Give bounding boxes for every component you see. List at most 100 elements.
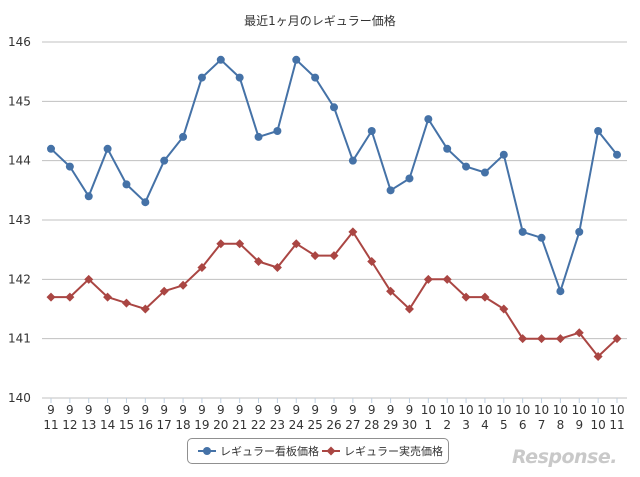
x-tick-day: 2 <box>443 418 451 432</box>
x-tick-day: 6 <box>519 418 527 432</box>
y-tick-label-140: 140 <box>8 391 31 405</box>
data-point <box>46 292 56 302</box>
y-tick-label-145: 145 <box>8 94 31 108</box>
x-tick-day: 24 <box>289 418 304 432</box>
data-point <box>216 239 226 249</box>
data-point <box>254 257 264 267</box>
data-point <box>499 150 508 159</box>
x-tick-day: 21 <box>232 418 247 432</box>
x-tick-month: 9 <box>406 403 414 417</box>
data-point <box>367 127 376 135</box>
data-point <box>292 55 301 64</box>
x-tick-month: 9 <box>66 403 74 417</box>
x-tick-day: 25 <box>307 418 322 432</box>
data-point <box>593 351 603 361</box>
y-tick-label-144: 144 <box>8 154 31 168</box>
data-point <box>84 274 94 284</box>
data-point <box>518 227 527 236</box>
data-point <box>499 304 509 314</box>
y-tick-label-146: 146 <box>8 35 31 49</box>
x-tick-month: 9 <box>160 403 168 417</box>
data-point <box>330 103 338 112</box>
data-point <box>555 334 565 344</box>
data-point <box>65 162 74 171</box>
x-tick-day: 7 <box>538 418 546 432</box>
data-point <box>254 132 263 141</box>
x-tick-day: 22 <box>251 418 266 432</box>
x-tick-day: 18 <box>175 418 190 432</box>
x-tick-month: 10 <box>477 403 492 417</box>
data-point <box>197 73 206 82</box>
x-tick-day: 10 <box>590 418 605 432</box>
data-point <box>121 298 131 308</box>
x-tick-day: 3 <box>462 418 470 432</box>
x-tick-day: 15 <box>119 418 134 432</box>
data-point <box>594 127 603 135</box>
x-tick-month: 9 <box>236 403 244 417</box>
x-tick-day: 20 <box>213 418 228 432</box>
data-point <box>462 162 471 171</box>
data-point <box>442 274 452 284</box>
data-point <box>216 55 225 64</box>
legend: レギュラー看板価格 レギュラー実売価格 <box>187 438 449 464</box>
x-axis-ticks: 9119129139149159169179189199209219229239… <box>43 398 625 432</box>
data-point <box>480 168 489 177</box>
data-point <box>140 304 150 314</box>
data-point <box>612 334 622 344</box>
data-point <box>197 262 207 272</box>
x-tick-day: 9 <box>575 418 583 432</box>
data-point <box>235 73 244 82</box>
data-point <box>65 292 75 302</box>
data-point <box>291 239 301 249</box>
data-point <box>386 186 395 195</box>
data-point <box>518 334 528 344</box>
x-tick-day: 19 <box>194 418 209 432</box>
data-point <box>235 239 245 249</box>
x-tick-month: 10 <box>515 403 530 417</box>
grid-lines <box>42 41 627 399</box>
data-point <box>47 144 55 153</box>
x-tick-day: 28 <box>364 418 379 432</box>
x-tick-month: 10 <box>590 403 605 417</box>
x-tick-month: 9 <box>311 403 319 417</box>
circle-marker-icon <box>198 446 216 456</box>
legend-item-actual-price[interactable]: レギュラー実売価格 <box>322 439 443 463</box>
x-tick-month: 10 <box>572 403 587 417</box>
x-tick-month: 9 <box>217 403 225 417</box>
series-line-1 <box>51 230 618 358</box>
data-point <box>348 156 357 165</box>
x-tick-month: 9 <box>198 403 206 417</box>
legend-item-signboard-price[interactable]: レギュラー看板価格 <box>198 439 319 463</box>
x-tick-month: 10 <box>421 403 436 417</box>
x-tick-month: 9 <box>142 403 150 417</box>
data-point <box>424 115 433 124</box>
x-tick-day: 23 <box>270 418 285 432</box>
data-point <box>367 257 377 267</box>
x-tick-month: 9 <box>123 403 131 417</box>
x-tick-day: 11 <box>43 418 58 432</box>
x-tick-month: 10 <box>534 403 549 417</box>
x-tick-day: 30 <box>402 418 417 432</box>
x-tick-day: 16 <box>138 418 153 432</box>
legend-label-signboard-price: レギュラー看板価格 <box>220 445 319 458</box>
x-tick-day: 5 <box>500 418 508 432</box>
data-point <box>443 144 452 153</box>
data-point <box>310 251 320 261</box>
y-tick-label-142: 142 <box>8 272 31 286</box>
x-tick-day: 14 <box>100 418 115 432</box>
data-point <box>160 156 169 165</box>
diamond-marker-icon <box>322 446 340 456</box>
x-tick-month: 9 <box>47 403 55 417</box>
data-point <box>122 180 131 189</box>
data-point <box>537 233 546 242</box>
data-point <box>311 73 320 82</box>
data-point <box>329 251 339 261</box>
x-tick-day: 1 <box>425 418 433 432</box>
y-axis-ticks: 140 141 142 143 144 145 146 <box>8 35 31 405</box>
data-point <box>404 304 414 314</box>
x-tick-month: 10 <box>609 403 624 417</box>
x-tick-month: 9 <box>368 403 376 417</box>
data-point <box>386 286 396 296</box>
data-point <box>103 292 113 302</box>
